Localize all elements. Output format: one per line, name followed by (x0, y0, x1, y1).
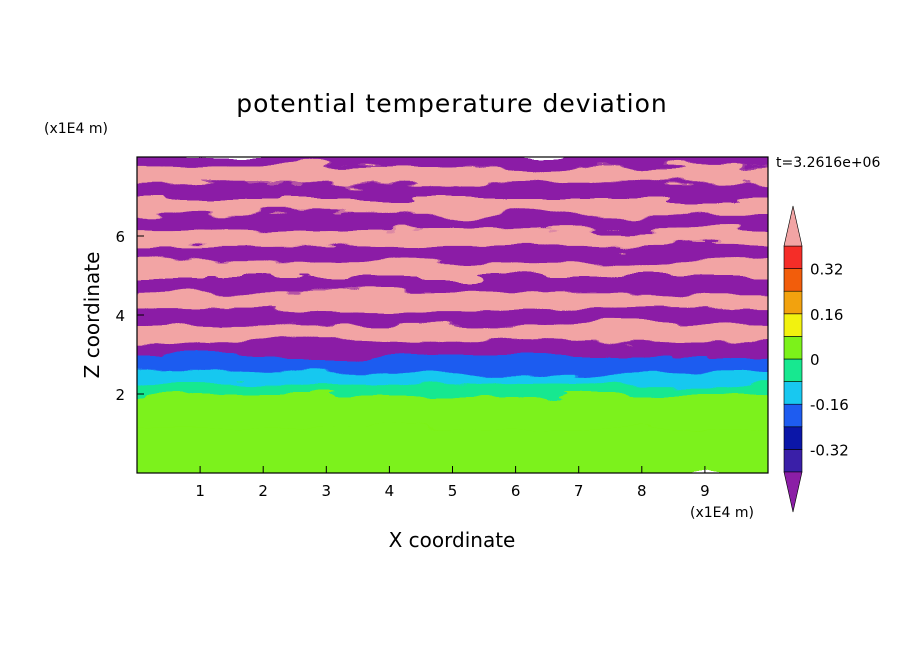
y-tick-label: 6 (115, 228, 125, 246)
x-tick-label: 3 (322, 482, 332, 500)
colorbar-segment (783, 426, 803, 450)
x-tick-label: 5 (448, 482, 458, 500)
x-tick-label: 2 (258, 482, 268, 500)
y-tick-label: 2 (115, 386, 125, 404)
field-band (137, 178, 768, 199)
x-axis-title: X coordinate (389, 528, 516, 552)
x-tick-label: 6 (511, 482, 521, 500)
field-band (137, 289, 768, 310)
x-tick-label: 1 (195, 482, 205, 500)
y-axis: 2 4 6 (115, 228, 144, 404)
chart-title: potential temperature deviation (236, 89, 667, 118)
colorbar-segment (783, 268, 803, 292)
colorbar-extend-bottom (783, 471, 803, 513)
colorbar-segment (783, 381, 803, 405)
colorbar-segment (783, 245, 803, 269)
field-band (137, 241, 768, 262)
colorbar-segment (783, 336, 803, 360)
heatmap-field (137, 157, 768, 473)
x-axis-unit: (x1E4 m) (690, 505, 754, 521)
colorbar-segment (783, 290, 803, 315)
colorbar: -0.32 -0.16 0 0.16 0.32 (783, 205, 849, 513)
field-band (137, 162, 768, 183)
x-tick-label: 4 (385, 482, 395, 500)
field-band (137, 194, 768, 215)
colorbar-segment (783, 403, 803, 428)
field-band (137, 305, 768, 325)
colorbar-tick-label: 0.16 (810, 306, 843, 324)
colorbar-segment (783, 358, 803, 382)
colorbar-tick-label: -0.32 (810, 441, 849, 459)
colorbar-segment (783, 313, 803, 337)
field-band (137, 157, 768, 167)
field-band (137, 423, 768, 473)
y-axis-unit: (x1E4 m) (44, 121, 108, 137)
x-axis: 1 2 3 4 5 6 7 8 9 (195, 466, 710, 500)
time-label: t=3.2616e+06 (776, 155, 880, 171)
colorbar-tick-label: -0.16 (810, 396, 849, 414)
x-tick-label: 9 (700, 482, 710, 500)
y-tick-label: 4 (115, 307, 125, 325)
field-band (137, 320, 768, 341)
field-band (137, 257, 768, 278)
colorbar-tick-label: 0 (810, 351, 820, 369)
field-band (137, 273, 768, 294)
x-tick-label: 7 (574, 482, 584, 500)
field-band (137, 392, 768, 428)
x-tick-label: 8 (637, 482, 647, 500)
field-band (137, 226, 768, 246)
y-axis-title: Z coordinate (80, 252, 104, 379)
field-band (137, 352, 768, 373)
colorbar-segment (783, 449, 803, 473)
colorbar-extend-top (783, 205, 803, 247)
colorbar-tick-label: 0.32 (810, 261, 843, 279)
field-band (137, 336, 768, 357)
field-band (137, 210, 768, 231)
